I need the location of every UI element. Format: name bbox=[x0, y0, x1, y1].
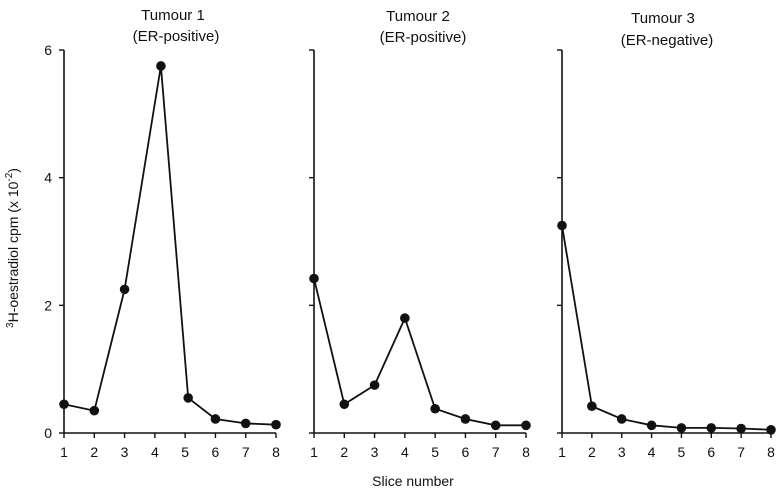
data-point bbox=[706, 423, 717, 433]
data-point bbox=[369, 380, 380, 390]
x-tick-label: 5 bbox=[181, 444, 189, 460]
x-tick-label: 4 bbox=[151, 444, 159, 460]
data-point bbox=[339, 399, 350, 410]
data-point bbox=[59, 399, 69, 410]
x-tick-label: 2 bbox=[90, 444, 98, 460]
x-tick-label: 6 bbox=[212, 444, 220, 460]
y-axis-label-main: H-oestradiol cpm (x 10 bbox=[5, 181, 21, 322]
x-tick-label: 7 bbox=[242, 444, 250, 460]
data-point bbox=[400, 313, 410, 323]
x-tick-label: 1 bbox=[60, 444, 68, 460]
y-tick-label: 0 bbox=[44, 425, 52, 441]
y-axis-label-exponent: -2 bbox=[4, 172, 15, 181]
x-tick-label: 1 bbox=[558, 444, 566, 460]
y-axis-label-close: ) bbox=[5, 168, 21, 173]
y-tick-label: 4 bbox=[44, 170, 52, 186]
x-tick-label: 2 bbox=[340, 444, 348, 460]
series-line bbox=[313, 278, 526, 427]
panel-title: Tumour 3 bbox=[631, 10, 695, 27]
series-line bbox=[63, 65, 277, 426]
x-tick-label: 7 bbox=[492, 444, 500, 460]
data-point bbox=[183, 393, 193, 403]
data-point bbox=[587, 401, 597, 411]
series-line bbox=[561, 225, 772, 431]
x-tick-label: 8 bbox=[522, 444, 530, 460]
panel-subtitle: (ER-positive) bbox=[133, 28, 220, 45]
x-tick-label: 7 bbox=[737, 444, 745, 460]
x-tick-label: 6 bbox=[462, 444, 470, 460]
x-tick-label: 3 bbox=[121, 444, 129, 460]
panel-tumour-2: Tumour 2 (ER-positive) 1 2 3 4 5 6 7 8 bbox=[309, 8, 531, 460]
data-point bbox=[646, 420, 657, 431]
panel-subtitle: (ER-negative) bbox=[621, 32, 714, 49]
data-point bbox=[271, 419, 281, 430]
panel-title: Tumour 1 bbox=[141, 7, 205, 24]
x-tick-label: 4 bbox=[648, 444, 656, 460]
x-tick-label: 4 bbox=[401, 444, 409, 460]
panel-title: Tumour 2 bbox=[386, 8, 450, 25]
data-point bbox=[156, 61, 166, 71]
x-tick-label: 8 bbox=[767, 444, 775, 460]
x-tick-label: 3 bbox=[371, 444, 379, 460]
data-point bbox=[676, 423, 687, 433]
x-tick-label: 8 bbox=[272, 444, 280, 460]
x-tick-label: 6 bbox=[707, 444, 715, 460]
data-point bbox=[119, 284, 130, 295]
data-point bbox=[89, 405, 100, 416]
x-tick-label: 1 bbox=[310, 444, 318, 460]
x-tick-label: 2 bbox=[588, 444, 596, 460]
data-point bbox=[521, 420, 531, 431]
panel-tumour-1: Tumour 1 (ER-positive) 0 2 4 6 1 2 3 4 5 6 7 8 bbox=[44, 7, 281, 460]
x-tick-label: 5 bbox=[431, 444, 439, 460]
data-point bbox=[766, 425, 776, 435]
y-axis-label-mass: 3 bbox=[5, 322, 16, 328]
panel-tumour-3: Tumour 3 (ER-negative) 1 2 3 4 5 6 7 8 bbox=[557, 10, 776, 460]
x-tick-label: 3 bbox=[618, 444, 626, 460]
panel-subtitle: (ER-positive) bbox=[380, 29, 467, 46]
data-point bbox=[616, 414, 627, 424]
y-axis-label: 3H-oestradiol cpm (x 10-2) bbox=[4, 168, 21, 328]
data-point bbox=[490, 420, 501, 431]
y-tick-label: 6 bbox=[44, 42, 52, 58]
data-point bbox=[240, 418, 251, 429]
data-point bbox=[460, 414, 471, 424]
y-tick-label: 2 bbox=[44, 297, 52, 313]
x-tick-label: 5 bbox=[678, 444, 686, 460]
x-axis-label: Slice number bbox=[372, 473, 454, 489]
data-point bbox=[210, 414, 221, 424]
data-point bbox=[430, 403, 440, 414]
data-point bbox=[736, 423, 746, 434]
data-point bbox=[557, 220, 567, 231]
data-point bbox=[309, 273, 319, 284]
